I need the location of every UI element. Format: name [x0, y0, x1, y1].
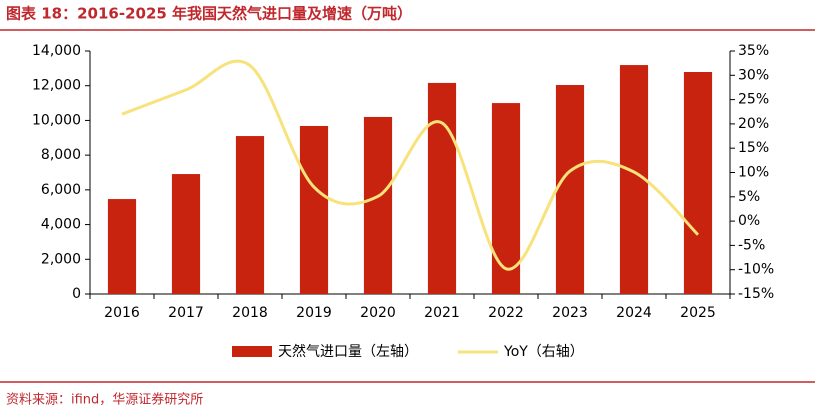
bar [107, 199, 137, 294]
y-tick-label: 12,000 [32, 78, 81, 94]
bar [235, 136, 265, 294]
x-tick-label: 2019 [296, 305, 332, 321]
x-tick-label: 2022 [488, 305, 524, 321]
y2-tick-label: 30% [738, 67, 769, 83]
source-note: 资料来源：ifind，华源证券研究所 [6, 392, 203, 408]
y2-tick-label: 5% [738, 189, 760, 205]
x-tick-label: 2025 [680, 305, 716, 321]
y-tick-label: 14,000 [32, 43, 81, 59]
y2-tick-label: -10% [738, 262, 774, 278]
chart-title: 图表 18：2016-2025 年我国天然气进口量及增速（万吨） [6, 5, 412, 23]
y-tick-label: 0 [72, 286, 81, 302]
y2-tick-label: -5% [738, 237, 765, 253]
y-tick-label: 6,000 [41, 182, 81, 198]
legend-label: YoY（右轴） [503, 344, 584, 360]
y2-tick-label: 25% [738, 92, 769, 108]
x-tick-label: 2021 [424, 305, 460, 321]
y-tick-label: 10,000 [32, 112, 81, 128]
bar [299, 125, 329, 295]
y-tick-label: 8,000 [41, 147, 81, 163]
y2-tick-label: 10% [738, 165, 769, 181]
x-tick-label: 2020 [360, 305, 396, 321]
x-tick-label: 2024 [616, 305, 652, 321]
y2-tick-label: 15% [738, 140, 769, 156]
y-tick-label: 2,000 [41, 251, 81, 267]
bar [427, 82, 457, 295]
x-tick-label: 2023 [552, 305, 588, 321]
bar [491, 103, 521, 294]
bar [683, 72, 713, 295]
legend-label: 天然气进口量（左轴） [278, 343, 418, 360]
x-tick-label: 2017 [168, 305, 204, 321]
y2-tick-label: 35% [738, 43, 769, 59]
y-tick-label: 4,000 [41, 217, 81, 233]
bar [171, 174, 201, 294]
bar [363, 116, 393, 294]
y2-tick-label: -15% [738, 286, 774, 302]
line [121, 59, 700, 271]
y2-tick-label: 0% [738, 213, 760, 229]
x-tick-label: 2018 [232, 305, 268, 321]
x-tick-label: 2016 [104, 305, 140, 321]
legend-swatch [232, 346, 272, 357]
bar [555, 85, 585, 295]
y2-tick-label: 20% [738, 116, 769, 132]
